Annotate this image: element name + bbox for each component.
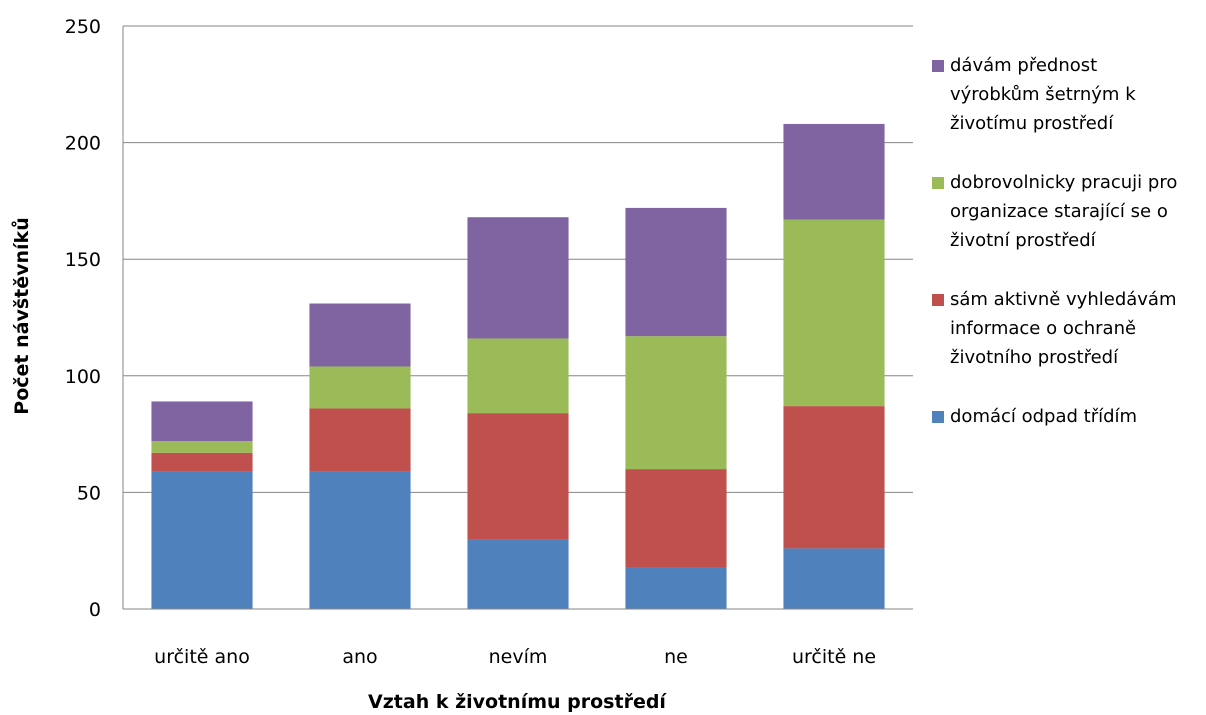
legend-swatch — [932, 411, 944, 423]
x-tick-label: ano — [342, 646, 377, 668]
bar-segment — [467, 217, 568, 338]
legend-swatch — [932, 294, 944, 306]
bar-segment — [309, 471, 410, 609]
y-axis-tick-labels: 0 50 100 150 200 250 — [65, 16, 101, 621]
bar-segment — [151, 401, 252, 441]
bar-segment — [467, 413, 568, 539]
bar-segment — [783, 220, 884, 407]
bar-segment — [309, 366, 410, 408]
y-axis-title: Počet návštěvníků — [10, 217, 33, 414]
bar-segment — [467, 539, 568, 609]
bar-segment — [151, 441, 252, 453]
bar-segment — [151, 471, 252, 609]
x-tick-label: ne — [664, 646, 688, 668]
legend-label: sám aktivně vyhledávám informace o ochran… — [950, 289, 1177, 368]
bar-segment — [625, 567, 726, 609]
legend: dávám přednost výrobkům šetrným k životímu… — [932, 55, 1177, 427]
y-tick-label: 100 — [65, 366, 101, 388]
y-tick-label: 0 — [89, 599, 101, 621]
bar-segment — [309, 304, 410, 367]
bar-segment — [151, 453, 252, 472]
legend-swatch — [932, 60, 944, 72]
x-axis-title: Vztah k životnímu prostředí — [368, 691, 667, 713]
bar-segment — [783, 548, 884, 609]
legend-label: dobrovolnicky pracuji pro organizace star… — [950, 172, 1177, 251]
legend-label: dávám přednost výrobkům šetrným k životímu… — [950, 55, 1136, 134]
x-tick-label: nevím — [489, 646, 548, 668]
x-axis-tick-labels: určitě ano ano nevím ne určitě ne — [154, 646, 876, 668]
y-tick-label: 200 — [65, 133, 101, 155]
y-tick-label: 150 — [65, 249, 101, 271]
bar-segment — [783, 124, 884, 220]
bar-segment — [625, 469, 726, 567]
y-tick-label: 250 — [65, 16, 101, 38]
x-tick-label: určitě ano — [154, 646, 250, 668]
bar-segment — [625, 208, 726, 336]
bar-segment — [783, 406, 884, 548]
legend-swatch — [932, 177, 944, 189]
bars — [151, 124, 884, 609]
bar-segment — [309, 408, 410, 471]
y-tick-label: 50 — [77, 482, 101, 504]
x-tick-label: určitě ne — [792, 646, 876, 668]
bar-segment — [625, 336, 726, 469]
legend-label: domácí odpad třídím — [950, 406, 1137, 427]
bar-segment — [467, 338, 568, 413]
